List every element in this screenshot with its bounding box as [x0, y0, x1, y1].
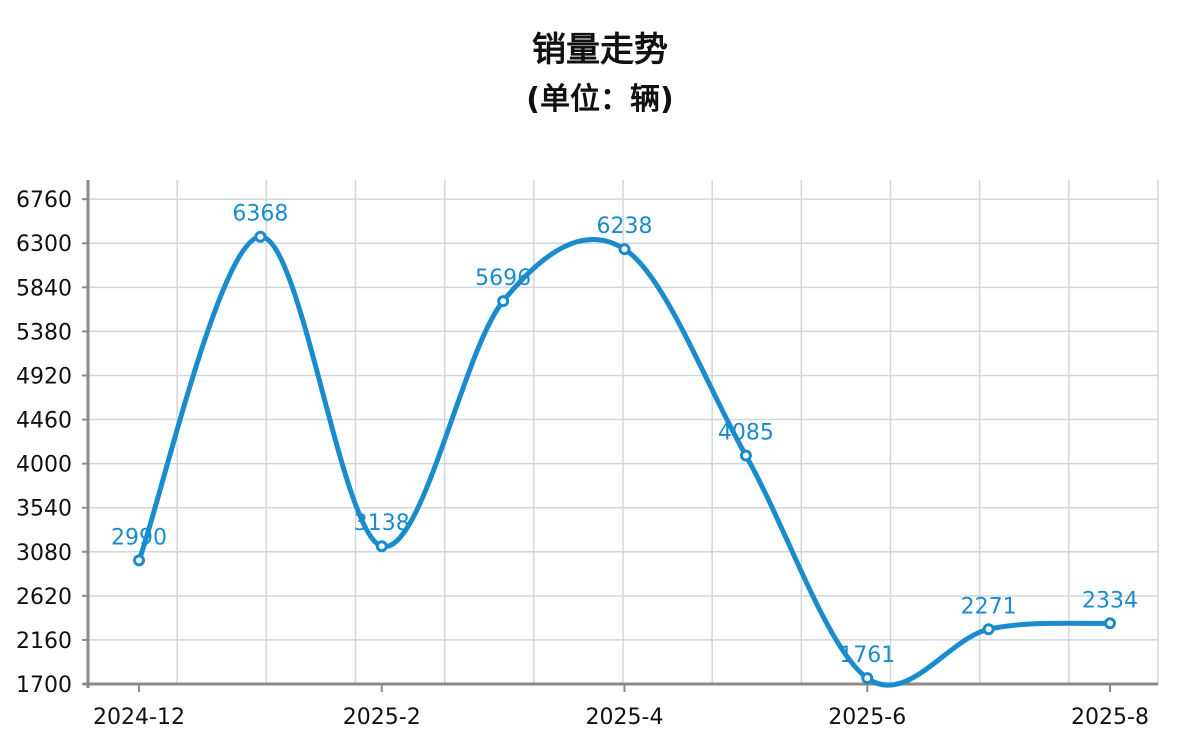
- chart-subtitle: (单位：辆): [526, 82, 674, 117]
- data-point: [254, 230, 267, 243]
- data-point: [982, 623, 995, 636]
- data-point: [497, 295, 510, 308]
- series-line: [136, 234, 1113, 688]
- data-point: [861, 672, 874, 685]
- x-tick-label: 2024-12: [93, 705, 185, 730]
- data-label: 4085: [718, 420, 774, 445]
- y-tick-label: 1700: [16, 673, 72, 698]
- data-point: [375, 540, 388, 553]
- series: [136, 234, 1113, 688]
- data-labels: 2990 6368 3138 5696 6238 4085 1761 2271 2334: [111, 202, 1138, 668]
- data-label: 6368: [232, 202, 288, 227]
- data-label: 2271: [961, 594, 1017, 619]
- y-tick-label: 5840: [16, 276, 72, 301]
- grid: [88, 180, 1159, 684]
- data-label: 2990: [111, 525, 167, 550]
- x-axis-ticks: 2024-12 2025-2 2025-4 2025-6 2025-8: [93, 684, 1149, 730]
- data-label: 1761: [839, 643, 895, 668]
- y-tick-label: 4460: [16, 409, 72, 434]
- y-tick-label: 4920: [16, 364, 72, 389]
- x-tick-label: 2025-8: [1071, 705, 1149, 730]
- data-point: [739, 449, 752, 462]
- x-tick-label: 2025-2: [343, 705, 421, 730]
- y-tick-label: 2160: [16, 629, 72, 654]
- data-label: 5696: [475, 266, 531, 291]
- x-tick-label: 2025-4: [586, 705, 664, 730]
- data-label: 6238: [597, 214, 653, 239]
- y-tick-label: 6760: [16, 188, 72, 213]
- y-tick-label: 3080: [16, 541, 72, 566]
- y-tick-label: 2620: [16, 585, 72, 610]
- data-label: 3138: [354, 511, 410, 536]
- x-tick-label: 2025-6: [828, 705, 906, 730]
- data-point: [618, 243, 631, 256]
- y-axis-ticks: 1700 2160 2620 3080 3540 4000 4460 4920 5380 5840…: [16, 188, 88, 698]
- axes: [84, 180, 1158, 688]
- chart-title: 销量走势: [532, 30, 668, 70]
- y-tick-label: 5380: [16, 320, 72, 345]
- data-label: 2334: [1082, 588, 1138, 613]
- y-tick-label: 6300: [16, 232, 72, 257]
- data-point: [133, 554, 145, 567]
- data-point: [1104, 617, 1116, 630]
- y-tick-label: 3540: [16, 497, 72, 522]
- y-tick-label: 4000: [16, 453, 72, 478]
- data-points: [133, 230, 1116, 685]
